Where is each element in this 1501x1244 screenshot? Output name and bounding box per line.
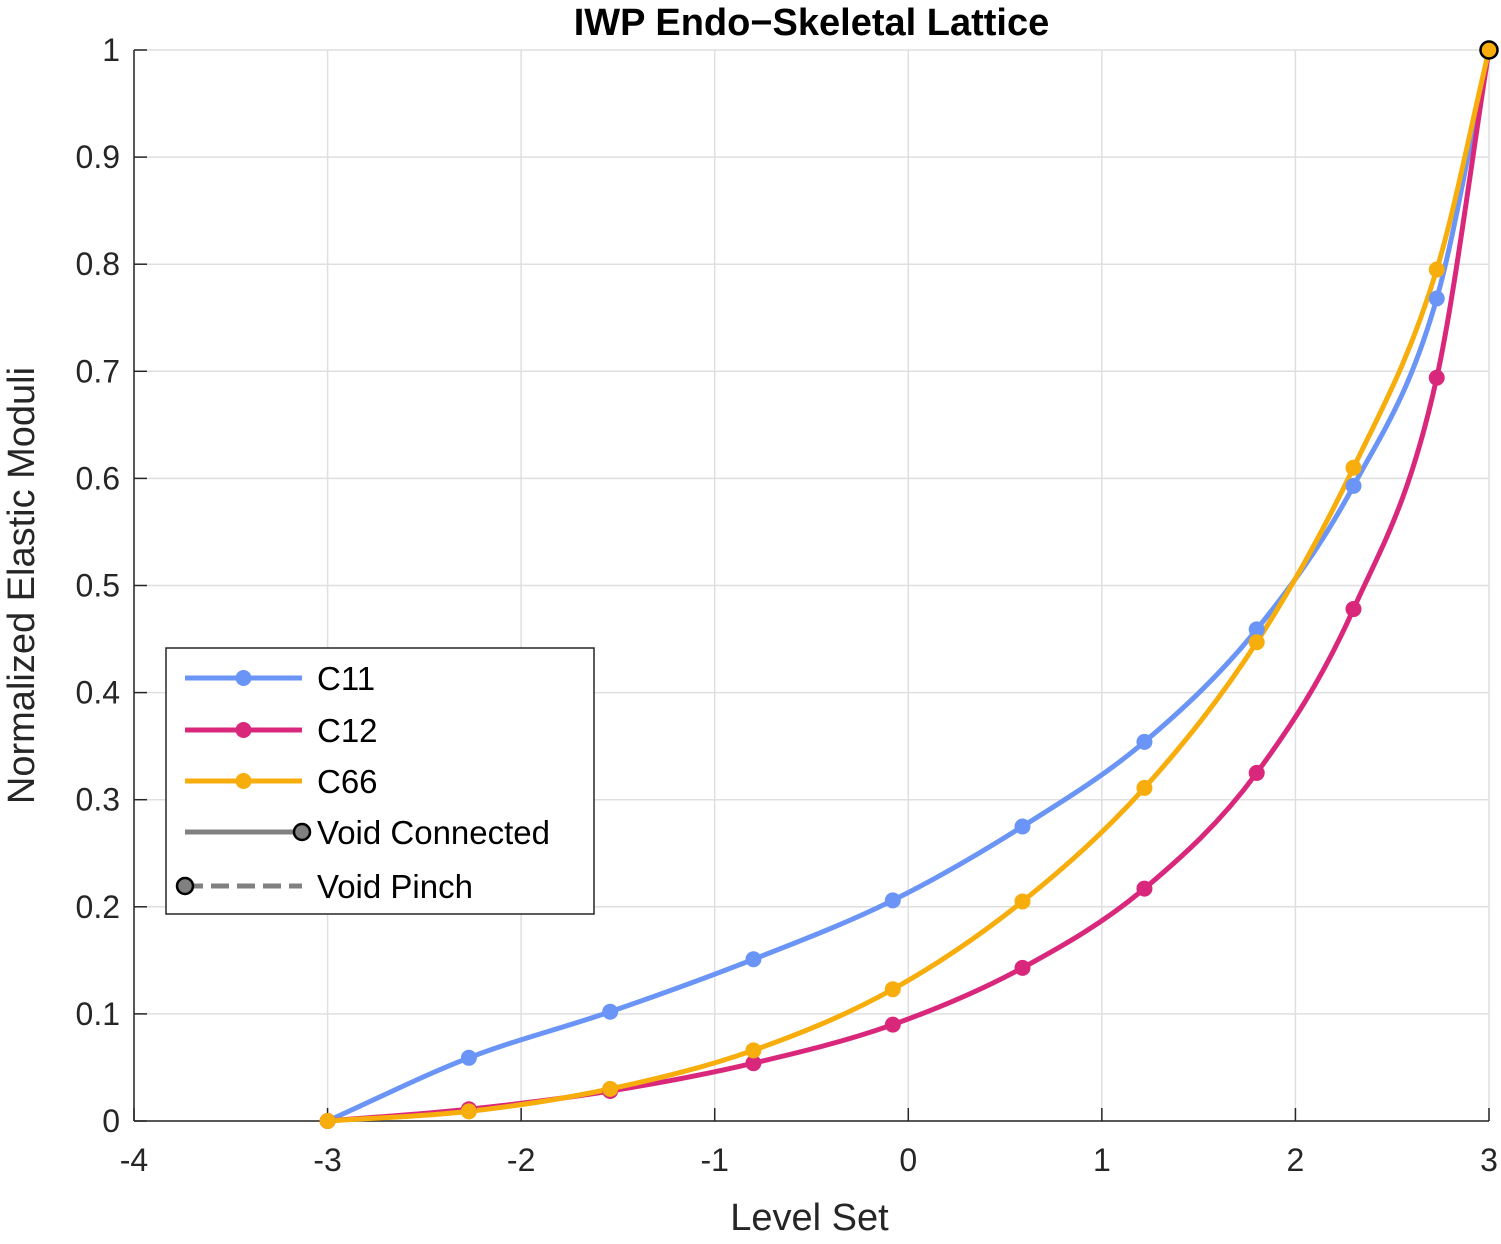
legend-marker: [235, 773, 252, 789]
x-axis-title: Level Set: [730, 1197, 889, 1239]
y-tick-label: 1: [102, 32, 120, 68]
series-line-c66: [325, 47, 1492, 1124]
chart-title: IWP Endo−Skeletal Lattice: [574, 2, 1050, 44]
y-axis-title: Normalized Elastic Moduli: [1, 367, 43, 804]
y-tick-label: 0.2: [76, 889, 120, 925]
x-tick-label: -1: [700, 1142, 728, 1178]
data-point-c66: [1014, 893, 1031, 910]
y-tick-label: 0.9: [76, 139, 120, 175]
legend-marker: [235, 722, 252, 738]
data-point-c66: [602, 1080, 619, 1097]
data-point-c11: [460, 1049, 477, 1066]
x-tick-label: 0: [899, 1142, 917, 1178]
x-tick-label: -2: [507, 1142, 535, 1178]
data-point-c66: [319, 1113, 336, 1129]
y-tick-label: 0.7: [76, 353, 120, 389]
y-tick-label: 0.4: [76, 675, 120, 711]
data-point-c11: [1428, 290, 1445, 307]
data-point-c12: [1345, 601, 1362, 618]
end-point-marker: [1479, 40, 1499, 60]
data-point-c12: [1014, 959, 1031, 976]
data-point-c12: [745, 1055, 762, 1072]
data-point-c12: [1428, 369, 1445, 386]
legend-marker: [292, 822, 312, 842]
x-tick-label: -4: [120, 1142, 148, 1178]
data-point-c11: [884, 892, 901, 909]
data-point-c12: [884, 1016, 901, 1033]
data-point-c66: [745, 1042, 762, 1059]
data-point-c66: [1428, 261, 1445, 278]
x-tick-label: 2: [1287, 1142, 1305, 1178]
data-point-c66: [1136, 779, 1153, 796]
data-point-c11: [1345, 477, 1362, 494]
legend-label: C66: [317, 763, 378, 800]
data-point-c66: [1248, 634, 1265, 651]
data-point-c66: [884, 981, 901, 998]
legend-label: Void Connected: [317, 814, 550, 851]
y-tick-label: 0.3: [76, 782, 120, 818]
y-tick-label: 0.1: [76, 996, 120, 1032]
y-tick-label: 0.6: [76, 460, 120, 496]
data-point-c11: [1136, 733, 1153, 750]
y-tick-label: 0: [102, 1103, 120, 1139]
data-point-c12: [1248, 764, 1265, 781]
series-layer: [319, 40, 1499, 1129]
x-tick-label: 1: [1093, 1142, 1111, 1178]
y-tick-label: 0.8: [76, 246, 120, 282]
tick-labels: -4 -3 -2 -1 0 1 2 3 0 0.1 0.2 0.3 0.4 0.5 0.6 0.7 0.8 0.9…: [76, 32, 1498, 1178]
data-point-c11: [602, 1003, 619, 1020]
data-point-c66: [1345, 459, 1362, 476]
legend-marker: [175, 876, 195, 896]
legend-label: C12: [317, 712, 378, 749]
x-tick-label: 3: [1480, 1142, 1498, 1178]
data-point-c11: [1248, 621, 1265, 638]
legend-marker: [235, 670, 252, 686]
data-point-c11: [1014, 818, 1031, 835]
legend: C11 C12 C66 Void Connected Void Pinch: [165, 647, 595, 915]
data-point-c12: [1136, 880, 1153, 897]
y-tick-label: 0.5: [76, 568, 120, 604]
legend-label: C11: [317, 660, 375, 697]
data-point-c11: [745, 951, 762, 968]
series-line-c11: [325, 47, 1492, 1124]
data-point-c66: [460, 1103, 477, 1120]
x-tick-label: -3: [313, 1142, 341, 1178]
legend-label: Void Pinch: [317, 868, 473, 905]
